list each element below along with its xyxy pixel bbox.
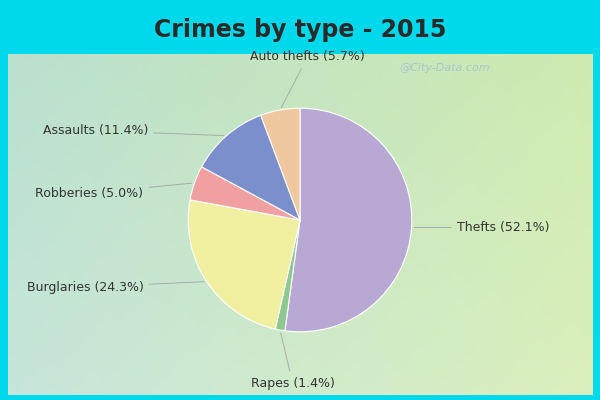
Wedge shape — [285, 108, 412, 332]
Wedge shape — [275, 220, 300, 331]
Text: @City-Data.com: @City-Data.com — [400, 62, 490, 72]
Wedge shape — [261, 108, 300, 220]
Wedge shape — [190, 167, 300, 220]
Text: Assaults (11.4%): Assaults (11.4%) — [43, 124, 224, 137]
Text: Crimes by type - 2015: Crimes by type - 2015 — [154, 18, 446, 42]
Text: Burglaries (24.3%): Burglaries (24.3%) — [26, 280, 204, 294]
Text: Robberies (5.0%): Robberies (5.0%) — [35, 183, 192, 200]
Wedge shape — [202, 115, 300, 220]
Text: Thefts (52.1%): Thefts (52.1%) — [415, 221, 549, 234]
Wedge shape — [188, 200, 300, 329]
Text: Auto thefts (5.7%): Auto thefts (5.7%) — [250, 50, 365, 108]
Text: Rapes (1.4%): Rapes (1.4%) — [251, 333, 334, 390]
